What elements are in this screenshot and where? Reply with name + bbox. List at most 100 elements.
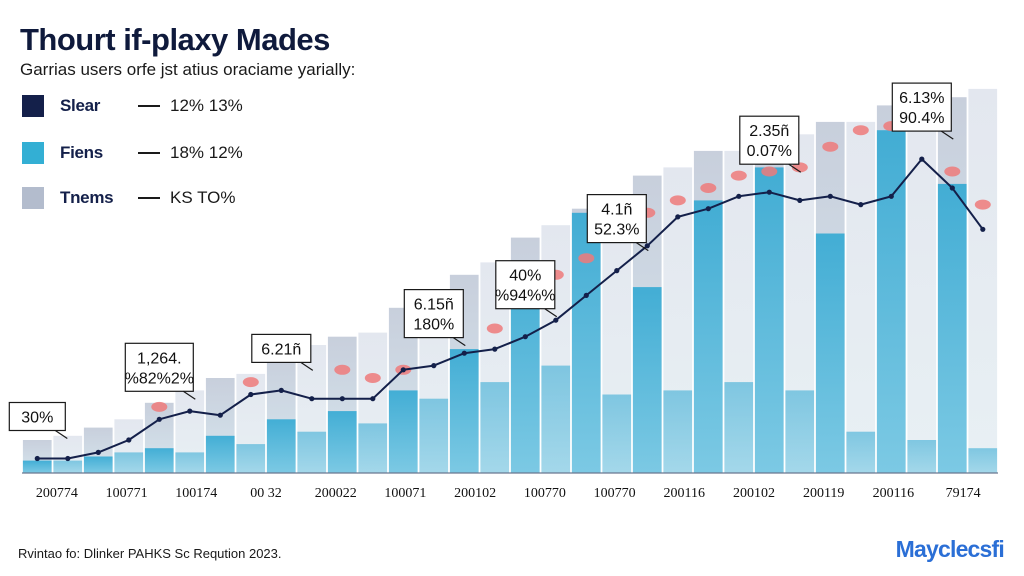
legend-swatch-slear (22, 95, 44, 117)
line-point-13 (431, 363, 437, 369)
callout-text-4-1: %94%% (495, 288, 555, 305)
marker-dot-7 (242, 377, 259, 388)
line-point-26 (827, 193, 833, 199)
x-tick-label-13: 79174 (946, 486, 981, 501)
line-point-25 (797, 197, 803, 203)
bar-fiens-1 (53, 460, 83, 473)
line-point-8 (278, 387, 284, 393)
bar-fiens-30 (937, 183, 967, 473)
line-point-23 (736, 193, 742, 199)
chart-title: Thourt if-plaxy Mades (20, 22, 330, 57)
bar-tnems-27 (846, 121, 876, 474)
legend-dash-tnems (138, 197, 160, 199)
x-tick-label-12: 200116 (873, 486, 914, 501)
callout-pointer-3 (452, 337, 466, 347)
bar-fiens-26 (815, 233, 845, 473)
legend-item-slear: Slear 12% 13% (22, 92, 342, 120)
x-tick-label-10: 200102 (733, 486, 775, 501)
line-point-31 (980, 226, 986, 232)
bar-tnems-31 (968, 88, 998, 474)
legend-dash-slear (138, 105, 160, 107)
line-point-27 (858, 202, 864, 208)
legend-swatch-tnems (22, 187, 44, 209)
callout-text-1-1: %82%2% (125, 370, 194, 387)
marker-dot-30 (944, 166, 961, 177)
callout-pointer-6 (788, 163, 802, 173)
callout-text-2-0: 6.21ñ (261, 341, 301, 358)
line-point-11 (370, 396, 376, 402)
callout-text-6-0: 2.35ñ (749, 123, 789, 140)
line-point-16 (522, 334, 528, 340)
x-tick-label-2: 100174 (175, 486, 217, 501)
line-point-2 (95, 449, 101, 455)
marker-dot-21 (669, 195, 686, 206)
callout-text-6-1: 0.07% (747, 143, 792, 160)
callout-text-3-0: 6.15ñ (414, 297, 454, 314)
line-point-7 (248, 391, 254, 398)
line-point-21 (675, 214, 681, 220)
callout-text-7-0: 6.13% (899, 90, 944, 107)
bar-fiens-14 (449, 349, 479, 473)
marker-dot-27 (852, 125, 869, 136)
callout-pointer-1 (182, 390, 196, 400)
x-tick-label-7: 100770 (524, 486, 566, 501)
x-tick-label-3: 00 32 (250, 486, 282, 501)
legend-item-tnems: Tnems KS TO% (22, 184, 342, 212)
marker-dot-10 (334, 364, 351, 375)
callout-box-0 (8, 401, 66, 432)
x-tick-label-11: 200119 (803, 486, 844, 501)
marker-dot-25 (791, 162, 808, 173)
line-point-10 (339, 396, 345, 402)
bar-fiens-2 (83, 456, 113, 473)
bar-fiens-6 (205, 435, 235, 473)
x-tick-label-4: 200022 (315, 486, 357, 501)
line-point-19 (614, 268, 620, 274)
callout-box-5 (586, 194, 647, 244)
bar-fiens-23 (724, 382, 754, 473)
marker-dot-18 (578, 253, 595, 264)
bar-fiens-21 (663, 390, 693, 473)
callout-text-7-1: 90.4% (899, 110, 944, 127)
callout-pointer-7 (940, 130, 954, 140)
line-point-15 (492, 346, 498, 352)
bar-fiens-31 (968, 448, 998, 473)
bar-fiens-4 (144, 448, 174, 473)
x-tick-label-8: 100770 (594, 486, 636, 501)
bar-fiens-29 (907, 440, 937, 473)
bar-fiens-9 (297, 431, 327, 473)
legend-value-slear: 12% 13% (170, 96, 243, 115)
line-point-12 (400, 367, 406, 373)
bar-fiens-28 (876, 130, 906, 473)
callout-pointer-5 (635, 242, 649, 252)
callout-text-3-1: 180% (413, 317, 454, 334)
line-point-17 (553, 317, 559, 323)
callout-box-1 (124, 342, 194, 392)
bar-tnems-29 (907, 105, 937, 474)
line-point-22 (705, 206, 711, 212)
bar-fiens-24 (754, 167, 784, 473)
legend-label-fiens: Fiens (60, 143, 103, 162)
marker-dot-4 (151, 401, 168, 412)
line-point-0 (34, 455, 40, 462)
x-tick-label-9: 200116 (664, 486, 705, 501)
callout-text-1-0: 1,264. (137, 350, 181, 367)
bar-fiens-11 (358, 423, 388, 473)
brand-logo: Mayclecsfi (895, 536, 1005, 562)
x-tick-label-6: 200102 (454, 486, 496, 501)
marker-dot-23 (730, 170, 747, 181)
bar-fiens-25 (785, 390, 815, 473)
bar-fiens-12 (388, 390, 418, 473)
line-point-6 (217, 412, 223, 418)
bar-fiens-5 (175, 452, 205, 473)
bar-fiens-19 (602, 394, 632, 473)
legend-item-fiens: Fiens 18% 12% (22, 139, 342, 167)
bar-fiens-8 (266, 419, 296, 473)
marker-dot-31 (974, 199, 991, 210)
callout-box-6 (739, 115, 800, 165)
callout-text-5-1: 52.3% (594, 222, 639, 239)
bar-fiens-7 (236, 444, 266, 473)
legend-dash-fiens (138, 152, 160, 154)
marker-dot-11 (364, 373, 381, 383)
callout-pointer-4 (544, 308, 558, 318)
